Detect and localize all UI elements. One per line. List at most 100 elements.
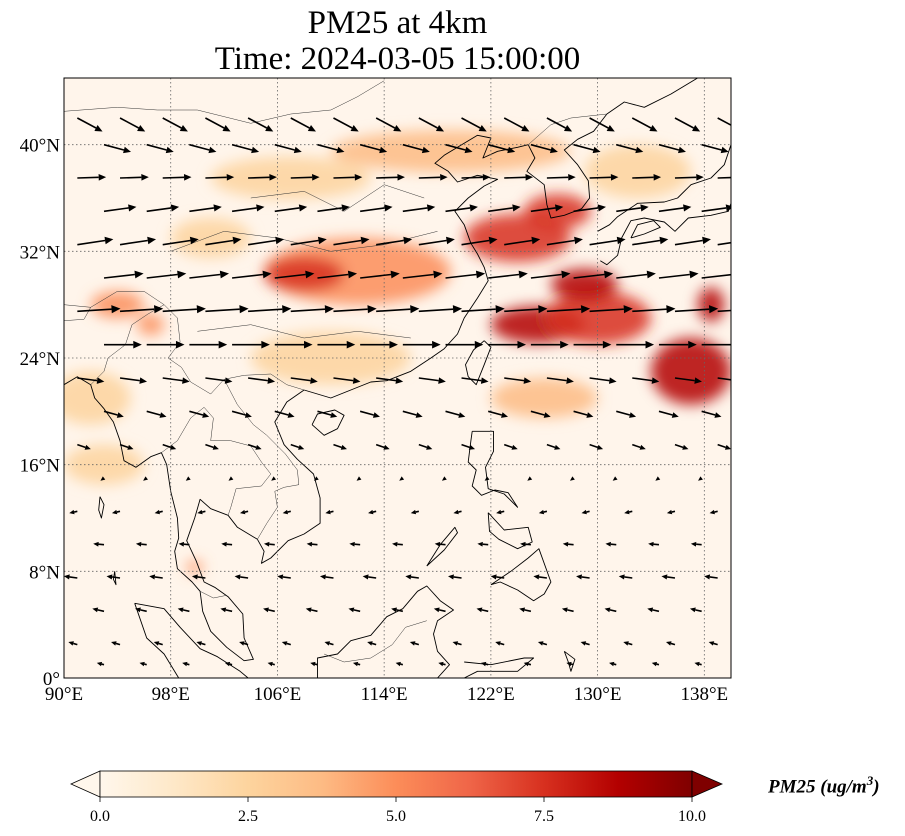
wind-vector	[96, 661, 105, 667]
wind-vector	[546, 173, 576, 181]
wind-vector	[561, 607, 574, 613]
wind-vector	[313, 476, 319, 481]
wind-vector	[616, 204, 649, 213]
wind-vector	[317, 204, 350, 213]
wind-vector	[530, 340, 569, 349]
wind-vector	[504, 377, 532, 384]
wind-vector	[402, 410, 423, 418]
wind-vector	[589, 377, 617, 384]
wind-vector	[162, 236, 199, 246]
lon-tick-label: 114°E	[361, 684, 408, 705]
coastline-halmahera	[563, 650, 576, 672]
wind-vector	[228, 476, 234, 481]
wind-vector	[566, 661, 574, 667]
wind-vector	[177, 607, 190, 613]
wind-vector	[418, 236, 455, 246]
wind-vector	[504, 236, 541, 246]
wind-vector	[589, 443, 604, 450]
wind-vector	[616, 410, 637, 418]
wind-vector	[488, 143, 516, 154]
wind-vector	[197, 509, 206, 515]
wind-vector	[119, 305, 164, 314]
wind-vector	[448, 574, 462, 580]
wind-vector	[580, 641, 590, 646]
wind-vector	[271, 476, 277, 481]
wind-vector	[589, 173, 619, 181]
coastline-korea	[526, 113, 608, 219]
wind-vector	[433, 607, 446, 613]
wind-vector	[248, 173, 277, 181]
wind-vector	[562, 541, 574, 547]
wind-vector	[290, 236, 327, 246]
wind-vector	[709, 509, 718, 515]
wind-vector	[658, 410, 679, 418]
colorbar-label-unit: (ug/m	[820, 776, 867, 798]
wind-vector	[119, 236, 157, 246]
wind-vector	[348, 607, 361, 613]
wind-vector	[359, 143, 388, 154]
wind-vector	[632, 443, 646, 450]
wind-vector	[533, 574, 548, 580]
coastline-taiwan	[465, 340, 492, 386]
colorbar-label-main: PM25	[768, 776, 816, 798]
wind-vector	[135, 607, 147, 613]
wind-vector	[589, 117, 615, 132]
wind-vector	[64, 574, 78, 580]
wind-vector	[589, 305, 633, 314]
wind-vector	[418, 117, 445, 132]
wind-vector	[359, 410, 380, 418]
lon-tick-label: 138°E	[680, 684, 728, 705]
wind-vector	[717, 117, 731, 127]
wind-vector	[658, 143, 686, 154]
lon-tick-label: 106°E	[254, 684, 302, 705]
wind-vector	[231, 270, 272, 279]
wind-vector	[717, 443, 731, 450]
wind-vector	[247, 236, 285, 246]
wind-vector	[290, 173, 320, 181]
wind-vector	[263, 607, 275, 613]
wind-vector	[77, 173, 107, 181]
wind-vector	[205, 117, 231, 132]
wind-vector	[477, 541, 489, 547]
wind-vector	[402, 340, 441, 349]
wind-vector	[674, 305, 719, 314]
wind-vector	[362, 574, 377, 580]
colorbar-extend-max	[691, 770, 724, 798]
coastline-andaman-1	[98, 496, 105, 519]
wind-vector	[495, 641, 505, 646]
wind-vector	[376, 236, 413, 246]
wind-vector	[324, 641, 334, 646]
wind-vector	[103, 410, 124, 418]
wind-vector	[104, 340, 142, 349]
wind-vector	[162, 117, 188, 132]
wind-vector	[520, 541, 531, 547]
wind-vector	[205, 377, 233, 384]
wind-vector	[267, 661, 275, 667]
lat-tick-label: 0°	[43, 669, 60, 690]
wind-vector	[632, 236, 669, 246]
pm25-blob-japan-sea	[584, 144, 691, 198]
map-subtitle-time: Time: 2024-03-05 15:00:00	[214, 41, 581, 77]
colorbar: 0.0 2.5 5.0 7.5 10.0	[70, 770, 724, 825]
wind-vector	[154, 509, 163, 515]
wind-vector	[605, 541, 617, 547]
wind-vector	[573, 143, 601, 154]
wind-vector	[325, 509, 334, 515]
wind-vector	[247, 443, 262, 450]
wind-vector	[573, 204, 606, 213]
wind-vector	[674, 377, 702, 384]
wind-vector	[92, 607, 105, 613]
pm25-blob-thailand-spot	[186, 560, 203, 574]
coastline-sumatra	[134, 602, 249, 678]
wind-vector	[546, 377, 574, 384]
wind-vector	[402, 270, 443, 279]
wind-vector	[674, 173, 704, 181]
wind-vector	[461, 236, 498, 246]
wind-vector	[488, 410, 509, 418]
colorbar-tick-label: 0.0	[90, 808, 110, 825]
wind-vector	[701, 143, 729, 154]
wind-vector	[546, 305, 591, 314]
wind-vector	[445, 340, 484, 349]
coastline-hainan	[311, 409, 345, 436]
